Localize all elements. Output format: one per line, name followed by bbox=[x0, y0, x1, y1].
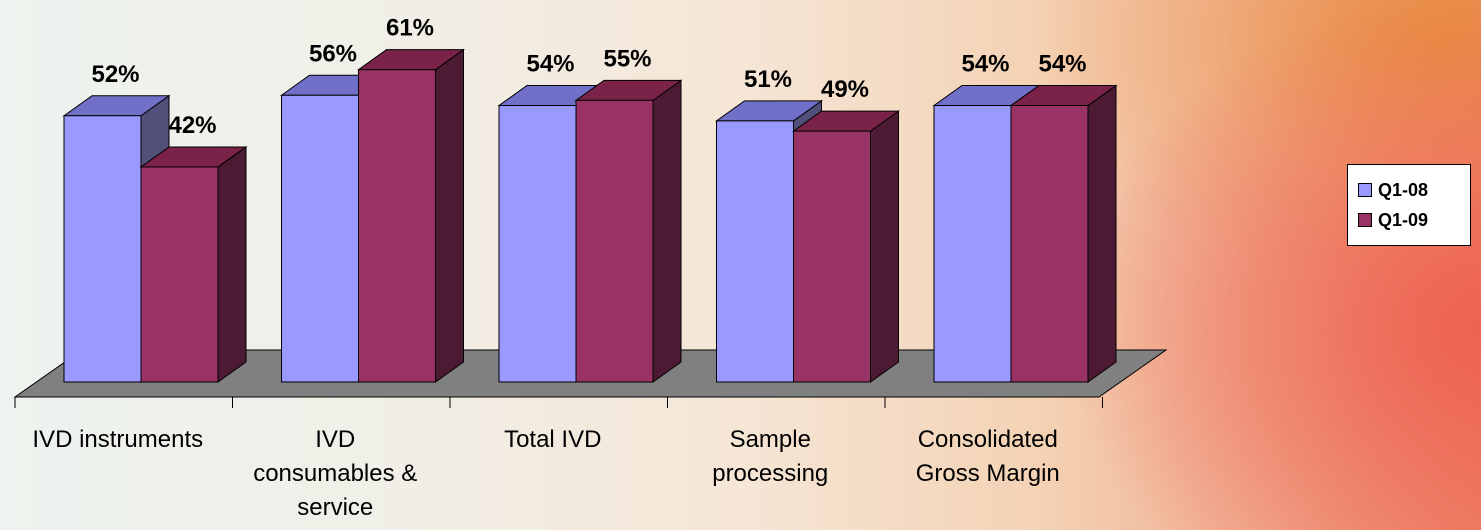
bar-q1-09-sample-processing bbox=[791, 110, 901, 383]
bar-side-face bbox=[870, 110, 899, 383]
bar-front-face bbox=[140, 166, 219, 383]
data-label-q1-08: 54% bbox=[526, 51, 574, 78]
category-label: Total IVD bbox=[504, 426, 601, 453]
category-label-line: processing bbox=[712, 460, 828, 487]
bar-side-face bbox=[217, 145, 247, 383]
bar-q1-09-ivd-instruments bbox=[139, 145, 248, 383]
bar-front-face bbox=[63, 115, 142, 383]
data-label-q1-09: 42% bbox=[168, 112, 216, 139]
legend-label-q1-09: Q1-09 bbox=[1378, 209, 1429, 230]
category-label-line: IVD bbox=[315, 426, 355, 453]
data-label-q1-09: 55% bbox=[603, 45, 651, 72]
bar-front-face bbox=[575, 99, 654, 383]
bar-front-face bbox=[716, 120, 794, 383]
category-label: Consolidated Gross Margin bbox=[916, 426, 1060, 487]
data-label-q1-08: 52% bbox=[91, 61, 139, 88]
category-label-line: Sample bbox=[730, 426, 811, 453]
category-label: IVD consumables & service bbox=[253, 426, 417, 521]
legend: Q1-08 Q1-09 bbox=[1347, 164, 1471, 246]
data-label-q1-09: 61% bbox=[386, 15, 434, 42]
bar-side-face bbox=[435, 48, 464, 383]
bar-q1-09-ivd-consumables-service bbox=[356, 48, 466, 383]
legend-label-q1-08: Q1-08 bbox=[1378, 179, 1429, 200]
category-label-line: Consolidated bbox=[918, 426, 1058, 453]
legend-swatch-q1-09 bbox=[1358, 213, 1372, 227]
bar-q1-09-total-ivd bbox=[574, 79, 683, 383]
category-label: IVD instruments bbox=[32, 426, 203, 453]
data-label-q1-08: 54% bbox=[961, 51, 1009, 78]
bar-front-face bbox=[1010, 105, 1089, 383]
data-label-q1-08: 56% bbox=[309, 40, 357, 67]
category-label-line: Gross Margin bbox=[916, 460, 1060, 487]
data-label-q1-09: 49% bbox=[821, 76, 869, 103]
bar-q1-09-consolidated-gross-margin bbox=[1009, 84, 1118, 383]
bar-front-face bbox=[358, 69, 436, 383]
category-label-line: IVD instruments bbox=[32, 426, 203, 453]
category-label: Sample processing bbox=[712, 426, 828, 487]
data-label-q1-08: 51% bbox=[744, 66, 792, 93]
bar-side-face bbox=[652, 79, 682, 383]
bar-front-face bbox=[281, 94, 359, 383]
bar-front-face bbox=[498, 105, 577, 383]
legend-item-q1-08: Q1-08 bbox=[1358, 175, 1470, 205]
bar-front-face bbox=[793, 130, 871, 383]
bar-front-face bbox=[933, 105, 1012, 383]
legend-item-q1-09: Q1-09 bbox=[1358, 205, 1470, 235]
data-label-q1-09: 54% bbox=[1038, 51, 1086, 78]
category-label-line: service bbox=[297, 494, 373, 521]
category-label-line: consumables & bbox=[253, 460, 417, 487]
legend-swatch-q1-08 bbox=[1358, 183, 1372, 197]
bar-side-face bbox=[1087, 84, 1117, 383]
category-label-line: Total IVD bbox=[504, 426, 601, 453]
